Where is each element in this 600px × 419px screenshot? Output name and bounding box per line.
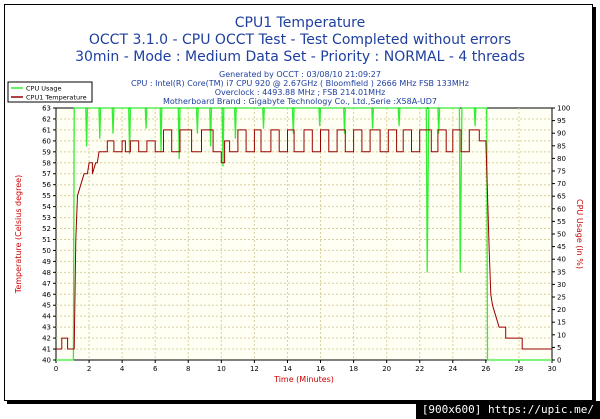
- y-left-tick-label: 55: [42, 192, 51, 200]
- y-left-tick-label: 42: [42, 335, 51, 343]
- y-left-axis-label: Temperature (Celsius degree): [14, 175, 23, 294]
- y-right-tick-label: 55: [557, 218, 566, 226]
- x-tick-label: 2: [87, 365, 91, 373]
- x-tick-label: 14: [283, 365, 292, 373]
- x-tick-label: 8: [186, 365, 190, 373]
- y-right-tick-label: 65: [557, 193, 566, 201]
- y-right-tick-label: 80: [557, 155, 566, 163]
- y-left-tick-label: 63: [42, 105, 51, 113]
- cpu-info: CPU : Intel(R) Core(TM) i7 CPU 920 @ 2.6…: [131, 79, 469, 88]
- x-axis-label: Time (Minutes): [273, 375, 334, 384]
- y-left-tick-label: 59: [42, 148, 51, 156]
- x-tick-label: 16: [316, 365, 325, 373]
- x-tick-label: 24: [448, 365, 457, 373]
- test-summary: OCCT 3.1.0 - CPU OCCT Test - Test Comple…: [88, 32, 512, 48]
- y-right-tick-label: 30: [557, 281, 566, 289]
- y-left-tick-label: 45: [42, 302, 51, 310]
- y-left-tick-label: 43: [42, 324, 51, 332]
- y-right-tick-label: 60: [557, 205, 566, 213]
- test-settings: 30min - Mode : Medium Data Set - Priorit…: [75, 49, 525, 65]
- y-left-tick-label: 48: [42, 269, 51, 277]
- x-tick-label: 18: [349, 365, 358, 373]
- y-left-tick-label: 60: [42, 137, 51, 145]
- watermark: [900x600] https://upic.me/: [415, 401, 600, 419]
- x-tick-label: 20: [382, 365, 391, 373]
- y-left-tick-label: 49: [42, 258, 51, 266]
- y-right-tick-label: 45: [557, 243, 566, 251]
- x-tick-label: 12: [250, 365, 259, 373]
- y-right-tick-label: 75: [557, 168, 566, 176]
- legend-box: [7, 81, 93, 103]
- x-tick-label: 26: [481, 365, 490, 373]
- legend-label: CPU1 Temperature: [26, 94, 87, 102]
- y-left-tick-label: 58: [42, 159, 51, 167]
- y-left-tick-label: 44: [42, 313, 51, 321]
- y-left-tick-label: 61: [42, 126, 51, 134]
- y-left-tick-label: 53: [42, 214, 51, 222]
- overclock-info: Overclock : 4493.88 MHz ; FSB 214.01MHz: [214, 88, 386, 97]
- y-left-tick-label: 41: [42, 346, 51, 354]
- x-tick-label: 10: [217, 365, 226, 373]
- motherboard-info: Motherboard Brand : Gigabyte Technology …: [163, 97, 437, 106]
- x-tick-label: 22: [415, 365, 424, 373]
- chart-title: CPU1 Temperature: [234, 15, 366, 31]
- y-right-tick-label: 5: [557, 344, 561, 352]
- y-right-tick-label: 85: [557, 142, 566, 150]
- y-right-tick-label: 35: [557, 268, 566, 276]
- y-left-tick-label: 51: [42, 236, 51, 244]
- y-left-tick-label: 47: [42, 280, 51, 288]
- y-left-tick-label: 57: [42, 170, 51, 178]
- y-right-tick-label: 95: [557, 117, 566, 125]
- x-tick-label: 28: [514, 365, 523, 373]
- legend-label: CPU Usage: [26, 85, 62, 93]
- y-left-tick-label: 50: [42, 247, 51, 255]
- y-right-tick-label: 25: [557, 294, 566, 302]
- generated-info: Generated by OCCT : 03/08/10 21:09:27: [219, 70, 381, 79]
- y-right-tick-label: 0: [557, 357, 561, 365]
- x-tick-label: 0: [54, 365, 58, 373]
- x-tick-label: 4: [120, 365, 125, 373]
- y-left-tick-label: 54: [42, 203, 51, 211]
- y-left-tick-label: 46: [42, 291, 51, 299]
- y-right-tick-label: 10: [557, 331, 566, 339]
- y-right-tick-label: 70: [557, 180, 566, 188]
- series-line-cpu1-temperature: [56, 129, 552, 350]
- series-line-cpu-usage: [56, 107, 552, 361]
- y-right-tick-label: 90: [557, 130, 566, 138]
- x-tick-label: 6: [153, 365, 158, 373]
- y-right-tick-label: 40: [557, 256, 566, 264]
- x-tick-label: 30: [548, 365, 557, 373]
- y-right-axis-label: CPU Usage (in %): [575, 199, 584, 269]
- y-right-tick-label: 100: [557, 105, 570, 113]
- y-left-tick-label: 40: [42, 357, 51, 365]
- y-right-tick-label: 15: [557, 319, 566, 327]
- y-right-tick-label: 50: [557, 231, 566, 239]
- y-right-tick-label: 20: [557, 306, 566, 314]
- y-left-tick-label: 52: [42, 225, 51, 233]
- y-left-tick-label: 56: [42, 181, 51, 189]
- y-left-tick-label: 62: [42, 115, 51, 123]
